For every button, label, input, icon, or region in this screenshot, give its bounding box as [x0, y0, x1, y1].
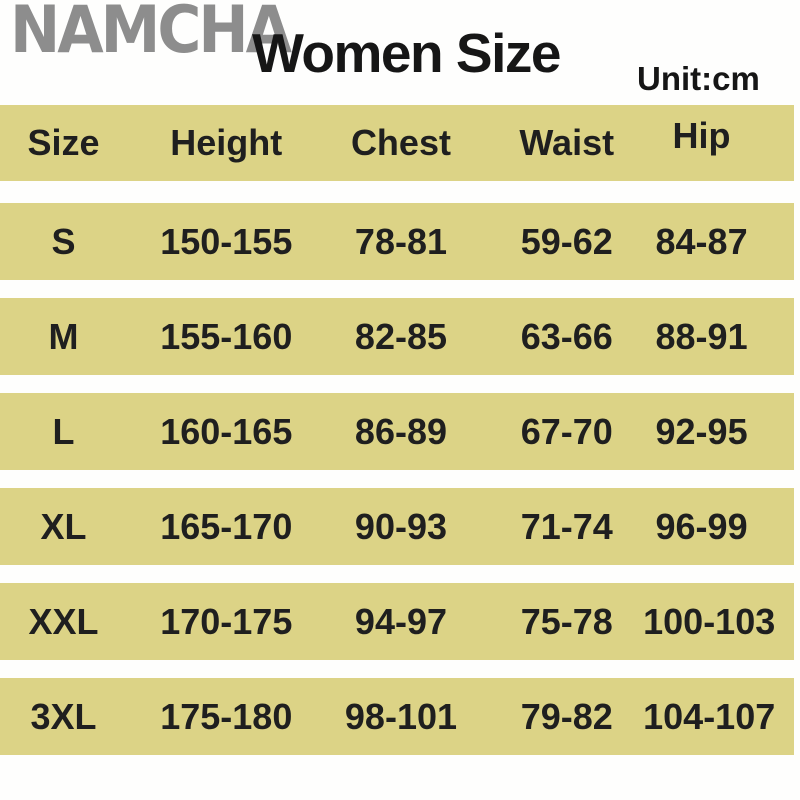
- table-cell-chest: 78-81: [354, 220, 447, 262]
- header-cell-height: Height: [170, 122, 283, 163]
- header-cell-chest: Chest: [350, 122, 451, 163]
- table-cell-size: L: [52, 410, 75, 452]
- table-cell-height: 150-155: [160, 220, 293, 262]
- size-table: Size Height Chest Waist Hip S 150-155 78…: [0, 105, 794, 755]
- table-row-xxl: XXL 170-175 94-97 75-78 100-103: [0, 583, 794, 660]
- table-cell-size: XXL: [28, 600, 99, 642]
- table-cell-chest: 98-101: [344, 695, 458, 737]
- header-cell-size: Size: [27, 122, 100, 163]
- table-cell-hip: 100-103: [643, 600, 776, 642]
- table-cell-height: 170-175: [160, 600, 293, 642]
- table-cell-waist: 71-74: [520, 505, 613, 547]
- header-cell-waist: Waist: [519, 122, 615, 163]
- table-cell-size: M: [48, 315, 79, 357]
- table-row-3xl: 3XL 175-180 98-101 79-82 104-107: [0, 678, 794, 755]
- table-cell-hip: 96-99: [655, 505, 748, 547]
- page-title: Women Size: [252, 22, 561, 84]
- table-cell-hip: 92-95: [655, 410, 748, 452]
- table-cell-height: 165-170: [160, 505, 293, 547]
- table-cell-chest: 90-93: [354, 505, 447, 547]
- table-cell-waist: 67-70: [520, 410, 613, 452]
- header-cell-hip: Hip: [672, 115, 731, 156]
- table-cell-chest: 82-85: [354, 315, 447, 357]
- table-cell-height: 155-160: [160, 315, 293, 357]
- table-row-m: M 155-160 82-85 63-66 88-91: [0, 298, 794, 375]
- table-row-l: L 160-165 86-89 67-70 92-95: [0, 393, 794, 470]
- table-row-s: S 150-155 78-81 59-62 84-87: [0, 203, 794, 280]
- table-row-xl: XL 165-170 90-93 71-74 96-99: [0, 488, 794, 565]
- table-cell-size: S: [51, 220, 76, 262]
- table-cell-waist: 75-78: [520, 600, 613, 642]
- table-cell-chest: 94-97: [354, 600, 447, 642]
- table-cell-waist: 79-82: [520, 695, 613, 737]
- table-cell-hip: 104-107: [643, 695, 776, 737]
- table-cell-chest: 86-89: [354, 410, 447, 452]
- table-cell-height: 175-180: [160, 695, 293, 737]
- table-cell-hip: 84-87: [655, 220, 748, 262]
- table-cell-waist: 63-66: [520, 315, 613, 357]
- table-cell-waist: 59-62: [520, 220, 613, 262]
- table-cell-height: 160-165: [160, 410, 293, 452]
- table-cell-size: 3XL: [30, 695, 97, 737]
- table-cell-hip: 88-91: [655, 315, 748, 357]
- table-cell-size: XL: [40, 505, 87, 547]
- unit-label: Unit:cm: [637, 60, 760, 97]
- brand-logo: NAMCHA: [10, 0, 292, 69]
- table-header-row: Size Height Chest Waist Hip: [0, 105, 794, 181]
